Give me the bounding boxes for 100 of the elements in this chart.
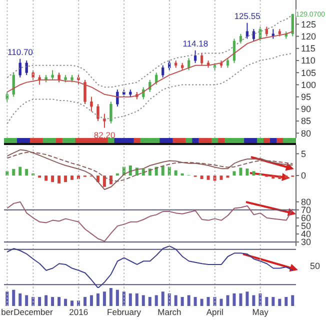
bar: [174, 295, 178, 306]
bar: [194, 297, 197, 306]
bar: [25, 295, 28, 306]
candlestick: [142, 86, 145, 100]
bar: [278, 176, 282, 180]
candlestick: [187, 58, 190, 71]
y-tick-label: 50: [301, 221, 312, 232]
bar: [220, 298, 223, 306]
bar: [180, 297, 184, 306]
bar: [70, 300, 74, 306]
y-tick-label: 110: [301, 56, 316, 66]
y-tick-label: 0: [301, 170, 306, 181]
bar: [51, 176, 54, 182]
y-tick-label: 70: [301, 205, 312, 216]
bar: [278, 298, 282, 306]
candlestick: [38, 74, 41, 86]
bar: [206, 297, 210, 306]
bar: [109, 288, 112, 306]
bar: [239, 293, 242, 306]
bar: [272, 176, 275, 179]
bar: [128, 293, 132, 306]
y-tick-label: 95: [301, 92, 312, 102]
bar: [70, 176, 74, 180]
bar: [116, 290, 119, 306]
y-tick-label: 40: [301, 229, 312, 240]
bar: [200, 176, 204, 180]
x-tick-label: February: [107, 307, 142, 317]
bar: [232, 171, 236, 176]
bar: [180, 173, 184, 176]
candlestick: [6, 92, 8, 102]
bar: [58, 176, 61, 184]
bar: [148, 297, 152, 306]
bar: [102, 292, 106, 306]
line-series: [6, 201, 294, 242]
bar: [161, 166, 164, 176]
candlestick: [18, 58, 22, 78]
candlestick: [246, 22, 249, 40]
y-tick-label: 120: [301, 32, 316, 42]
annotation: 114.18: [182, 38, 208, 48]
x-tick-label: 2016: [69, 307, 88, 317]
candlestick: [200, 52, 204, 66]
candlestick: [291, 13, 294, 37]
candlestick: [12, 72, 15, 98]
bar: [90, 295, 93, 306]
candlestick: [194, 50, 197, 64]
bar: [18, 166, 22, 176]
candlestick: [110, 101, 112, 124]
bar: [25, 169, 28, 176]
candlestick: [265, 26, 268, 37]
bar: [206, 176, 210, 180]
candlestick: [103, 113, 106, 128]
bar: [12, 169, 16, 176]
bar: [142, 295, 145, 306]
bar: [58, 297, 61, 306]
bar: [239, 168, 242, 176]
bar: [174, 170, 178, 176]
bar: [96, 293, 100, 306]
bar: [116, 173, 119, 176]
bar: [265, 297, 268, 306]
bar: [102, 176, 106, 187]
bar: [44, 176, 48, 181]
x-tick-label: ber: [1, 307, 14, 317]
bar: [246, 292, 249, 306]
bar: [51, 297, 54, 306]
x-tick-label: April: [206, 307, 224, 317]
bar: [161, 292, 164, 306]
y-tick-label: 125: [301, 19, 316, 30]
bar: [18, 293, 22, 306]
candlestick: [239, 33, 242, 44]
line-series: [6, 14, 294, 88]
candlestick: [252, 28, 256, 42]
y-tick-label: 85: [301, 116, 312, 126]
y-tick-label: 90: [301, 104, 312, 114]
bar: [12, 290, 16, 306]
x-tick-label: May: [252, 307, 270, 317]
bar: [135, 293, 138, 306]
candlestick: [162, 64, 164, 78]
x-tick-label: December: [14, 307, 53, 317]
bar: [284, 176, 288, 178]
y-tick-label: 100: [301, 80, 316, 90]
bar: [246, 168, 249, 176]
candlestick: [58, 72, 60, 83]
candlestick: [84, 79, 86, 105]
bar: [200, 298, 204, 306]
candlestick: [155, 72, 158, 86]
bar: [38, 297, 42, 306]
y-tick-label: 80: [301, 197, 312, 208]
candlestick: [96, 104, 100, 122]
bar: [220, 176, 223, 180]
x-tick-label: March: [158, 307, 182, 317]
bar: [252, 171, 256, 176]
bar: [232, 293, 236, 306]
bar: [83, 297, 86, 306]
candlestick: [51, 70, 54, 80]
y-tick-label: 30: [301, 237, 312, 248]
annotation: 110.70: [8, 46, 34, 57]
y-tick-label: 105: [301, 68, 316, 78]
bar: [252, 295, 256, 306]
bar: [272, 297, 275, 306]
bar: [44, 295, 48, 306]
